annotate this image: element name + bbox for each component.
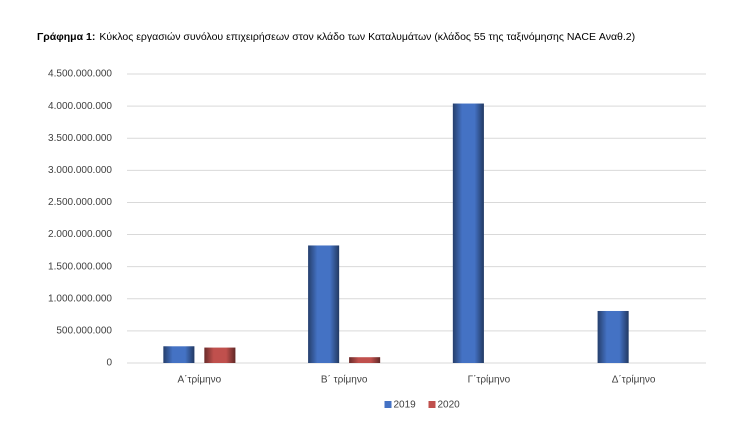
title-prefix: Γράφημα 1: bbox=[37, 31, 95, 43]
legend-label: 2019 bbox=[394, 400, 417, 411]
legend-swatch bbox=[384, 401, 392, 408]
legend-label: 2020 bbox=[438, 400, 461, 411]
y-tick-label: 2.000.000.000 bbox=[48, 229, 112, 240]
y-tick-label: 2.500.000.000 bbox=[48, 197, 112, 208]
y-tick-label: 1.500.000.000 bbox=[48, 261, 112, 272]
chart-title: Γράφημα 1: Κύκλος εργασιών συνόλου επιχει… bbox=[37, 31, 635, 43]
y-tick-label: 4.500.000.000 bbox=[48, 69, 112, 80]
bar bbox=[349, 357, 381, 363]
y-tick-label: 3.000.000.000 bbox=[48, 165, 112, 176]
title-text: Κύκλος εργασιών συνόλου επιχειρήσεων στο… bbox=[99, 31, 635, 43]
y-tick-label: 3.500.000.000 bbox=[48, 133, 112, 144]
y-tick-label: 0 bbox=[106, 358, 112, 369]
x-tick-label: Β΄ τρίμηνο bbox=[321, 374, 368, 386]
bar bbox=[597, 310, 629, 363]
bar bbox=[204, 347, 236, 363]
y-tick-label: 1.000.000.000 bbox=[48, 293, 112, 304]
bar bbox=[163, 346, 195, 363]
y-tick-label: 500.000.000 bbox=[56, 326, 112, 337]
x-tick-label: Δ΄τρίμηνο bbox=[612, 374, 656, 386]
legend-swatch bbox=[428, 401, 436, 408]
bar bbox=[452, 103, 484, 363]
y-tick-label: 4.000.000.000 bbox=[48, 101, 112, 112]
x-tick-label: Γ΄τρίμηνο bbox=[468, 374, 511, 386]
x-tick-label: Α΄τρίμηνο bbox=[178, 374, 222, 386]
bar bbox=[308, 245, 340, 363]
